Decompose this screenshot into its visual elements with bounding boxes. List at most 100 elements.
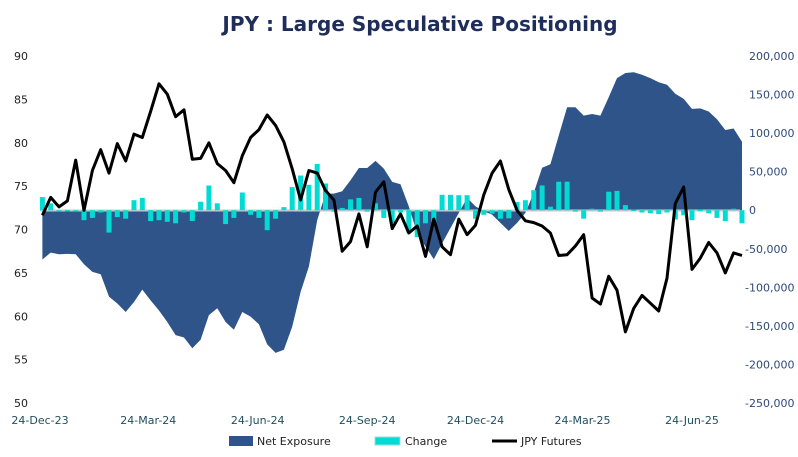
right-tick-label: -50,000 xyxy=(745,243,787,256)
x-tick-label: 24-Sep-24 xyxy=(339,414,396,427)
change-bars-group xyxy=(39,164,745,238)
right-tick-label: -250,000 xyxy=(745,397,794,410)
right-tick-label: -200,000 xyxy=(745,358,794,371)
left-tick-label: 75 xyxy=(14,180,28,193)
change-bar xyxy=(89,210,95,218)
change-bar xyxy=(631,209,637,211)
change-bar xyxy=(98,210,104,213)
x-axis: 24-Dec-23 24-Mar-24 24-Jun-24 24-Sep-24 24-D… xyxy=(11,414,718,427)
left-tick-label: 65 xyxy=(14,267,28,280)
change-bar xyxy=(189,210,195,221)
x-tick-label: 24-Jun-25 xyxy=(665,414,719,427)
jpy-futures-line-group xyxy=(41,82,743,334)
change-bar xyxy=(73,210,79,212)
legend-label: Net Exposure xyxy=(257,435,331,448)
legend-item-jpy-futures[interactable]: JPY Futures xyxy=(492,435,582,448)
change-bar xyxy=(681,210,687,216)
change-bar xyxy=(514,202,520,211)
change-bar xyxy=(581,210,587,219)
change-bar xyxy=(281,207,287,211)
change-bar xyxy=(564,181,570,211)
change-bar xyxy=(389,210,395,224)
change-bar xyxy=(206,185,212,211)
left-axis: 50 55 60 65 70 75 80 85 90 xyxy=(14,50,28,410)
left-tick-label: 85 xyxy=(14,93,28,106)
change-bar xyxy=(497,210,503,219)
change-bar xyxy=(398,210,403,213)
change-bar xyxy=(431,210,437,223)
change-bar xyxy=(439,194,445,211)
change-bar xyxy=(722,210,728,221)
chart-title: JPY : Large Speculative Positioning xyxy=(220,12,617,36)
change-bar xyxy=(148,210,154,221)
x-tick-label: 24-Mar-25 xyxy=(555,414,611,427)
legend-label: Change xyxy=(405,435,447,448)
change-bar xyxy=(198,201,204,211)
change-bar xyxy=(339,207,345,211)
change-bar xyxy=(714,210,720,218)
change-bar xyxy=(697,209,703,212)
left-tick-label: 60 xyxy=(14,310,28,323)
x-tick-label: 24-Jun-24 xyxy=(231,414,285,427)
change-bar xyxy=(539,185,545,211)
legend-item-net-exposure[interactable]: Net Exposure xyxy=(229,435,331,448)
change-bar xyxy=(381,210,387,218)
change-bar xyxy=(664,210,670,213)
change-bar xyxy=(306,184,312,211)
x-tick-label: 24-Mar-24 xyxy=(120,414,176,427)
change-bar xyxy=(597,210,603,212)
right-tick-label: 0 xyxy=(749,204,756,217)
change-bar xyxy=(414,210,420,238)
left-tick-label: 55 xyxy=(14,354,28,367)
change-bar xyxy=(181,210,187,213)
change-bar xyxy=(489,210,495,214)
change-bar xyxy=(106,210,112,233)
right-tick-label: 50,000 xyxy=(749,166,788,179)
change-bar xyxy=(531,190,537,211)
change-bar xyxy=(547,206,553,211)
change-bar xyxy=(364,210,370,212)
change-bar xyxy=(656,210,662,215)
right-tick-label: -150,000 xyxy=(745,320,794,333)
change-bar xyxy=(348,199,353,211)
change-bar xyxy=(214,203,220,211)
left-tick-label: 70 xyxy=(14,224,28,237)
change-bar xyxy=(48,203,54,211)
change-bar xyxy=(373,203,378,211)
change-bar xyxy=(173,210,179,224)
change-bar xyxy=(506,210,512,219)
change-bar xyxy=(114,210,120,218)
left-tick-label: 90 xyxy=(14,50,28,63)
change-bar xyxy=(298,175,304,211)
change-bar xyxy=(456,195,462,211)
right-axis: -250,000 -200,000 -150,000 -100,000 -50,000 0… xyxy=(745,50,795,410)
jpy-futures-line xyxy=(41,82,743,334)
change-bar xyxy=(689,210,695,221)
change-bar xyxy=(156,210,162,221)
change-bar xyxy=(248,210,254,215)
net-exposure-area-group xyxy=(42,72,742,353)
change-bar xyxy=(123,210,129,219)
change-bar xyxy=(522,200,528,211)
legend-swatch-change xyxy=(374,436,401,446)
change-bar xyxy=(356,197,362,211)
change-bar xyxy=(464,195,470,211)
right-tick-label: 200,000 xyxy=(749,50,795,63)
change-bar xyxy=(81,210,87,221)
change-bar xyxy=(264,210,270,231)
change-bar xyxy=(64,209,70,212)
change-bar xyxy=(481,210,487,215)
change-bar xyxy=(423,210,428,224)
change-bar xyxy=(314,164,320,211)
right-tick-label: 100,000 xyxy=(749,127,795,140)
left-tick-label: 80 xyxy=(14,137,28,150)
change-bar xyxy=(273,210,279,219)
change-bar xyxy=(448,194,453,211)
change-bar xyxy=(239,192,245,211)
change-bar xyxy=(606,191,612,211)
change-bar xyxy=(406,210,412,233)
right-tick-label: -100,000 xyxy=(745,281,794,294)
legend-item-change[interactable]: Change xyxy=(374,435,447,448)
left-tick-label: 50 xyxy=(14,397,28,410)
